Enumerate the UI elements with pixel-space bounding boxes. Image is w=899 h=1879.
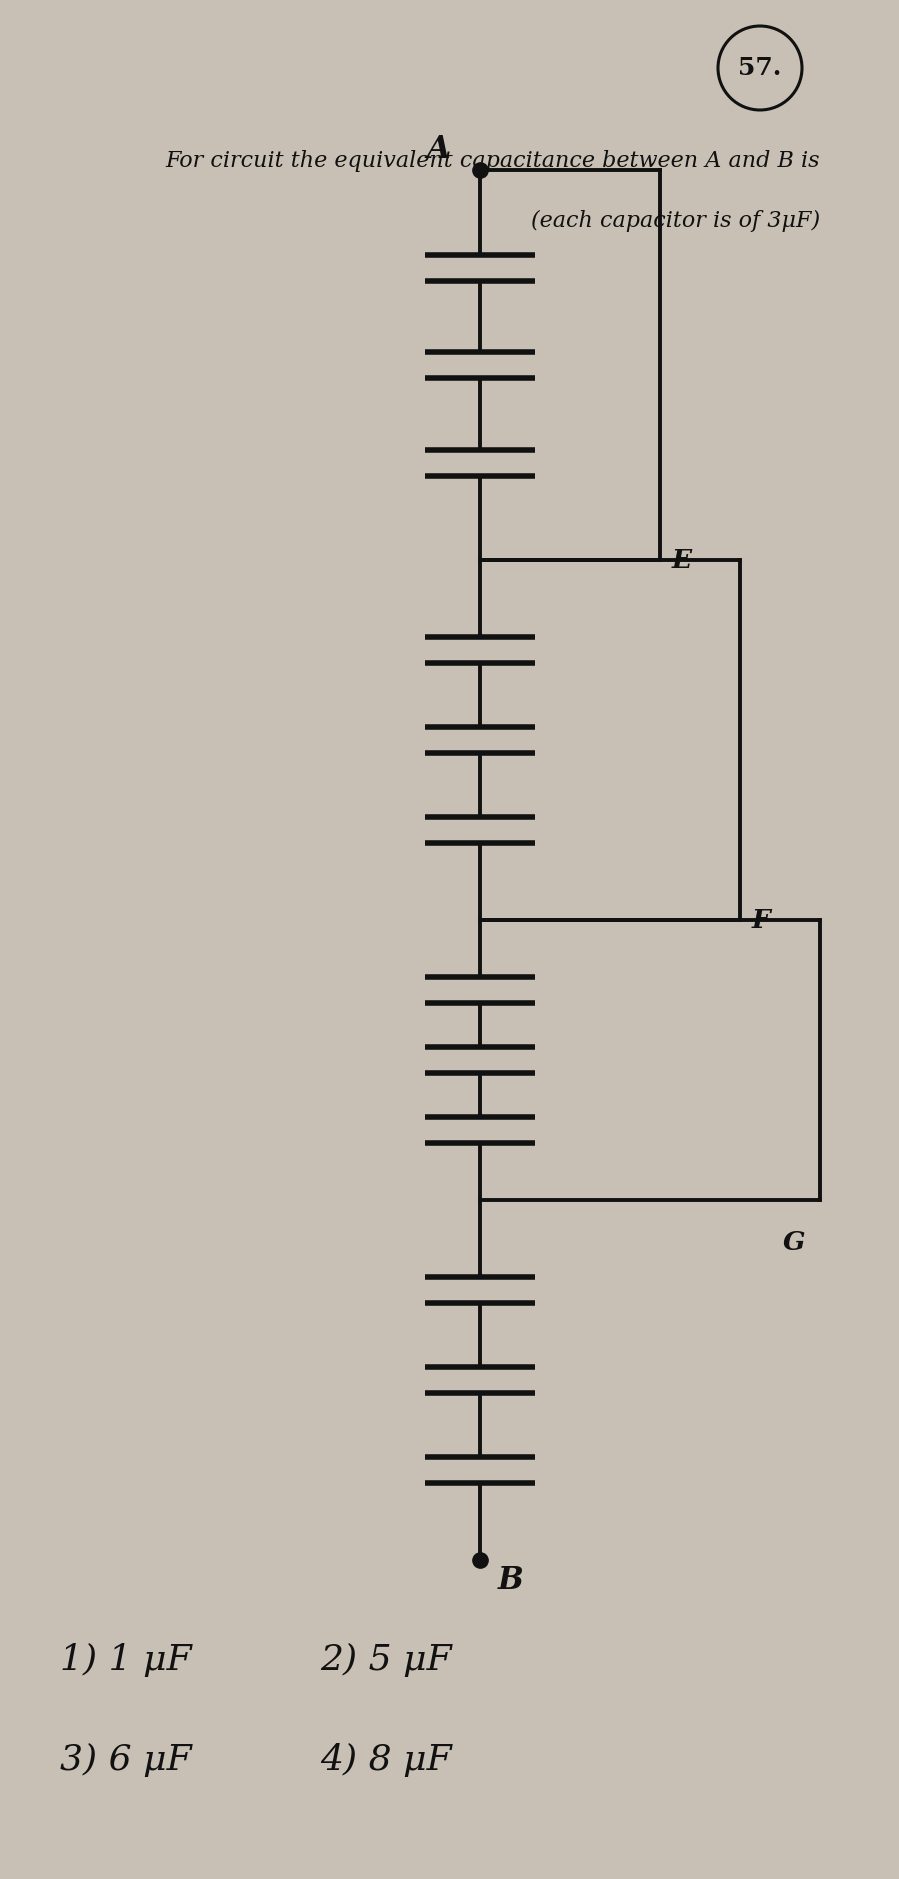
Text: B: B [498, 1565, 524, 1595]
Text: E: E [672, 547, 692, 573]
Text: (each capacitor is of 3μF): (each capacitor is of 3μF) [531, 210, 820, 233]
Text: 57.: 57. [738, 56, 782, 81]
Text: G: G [782, 1231, 805, 1255]
Text: A: A [426, 133, 450, 165]
Text: F: F [752, 908, 770, 932]
Text: 3) 6 μF: 3) 6 μF [60, 1744, 191, 1778]
Text: 1) 1 μF: 1) 1 μF [60, 1642, 191, 1678]
Text: For circuit the equivalent capacitance between A and B is: For circuit the equivalent capacitance b… [165, 150, 820, 173]
Text: 2) 5 μF: 2) 5 μF [320, 1642, 452, 1678]
Text: 4) 8 μF: 4) 8 μF [320, 1744, 452, 1778]
